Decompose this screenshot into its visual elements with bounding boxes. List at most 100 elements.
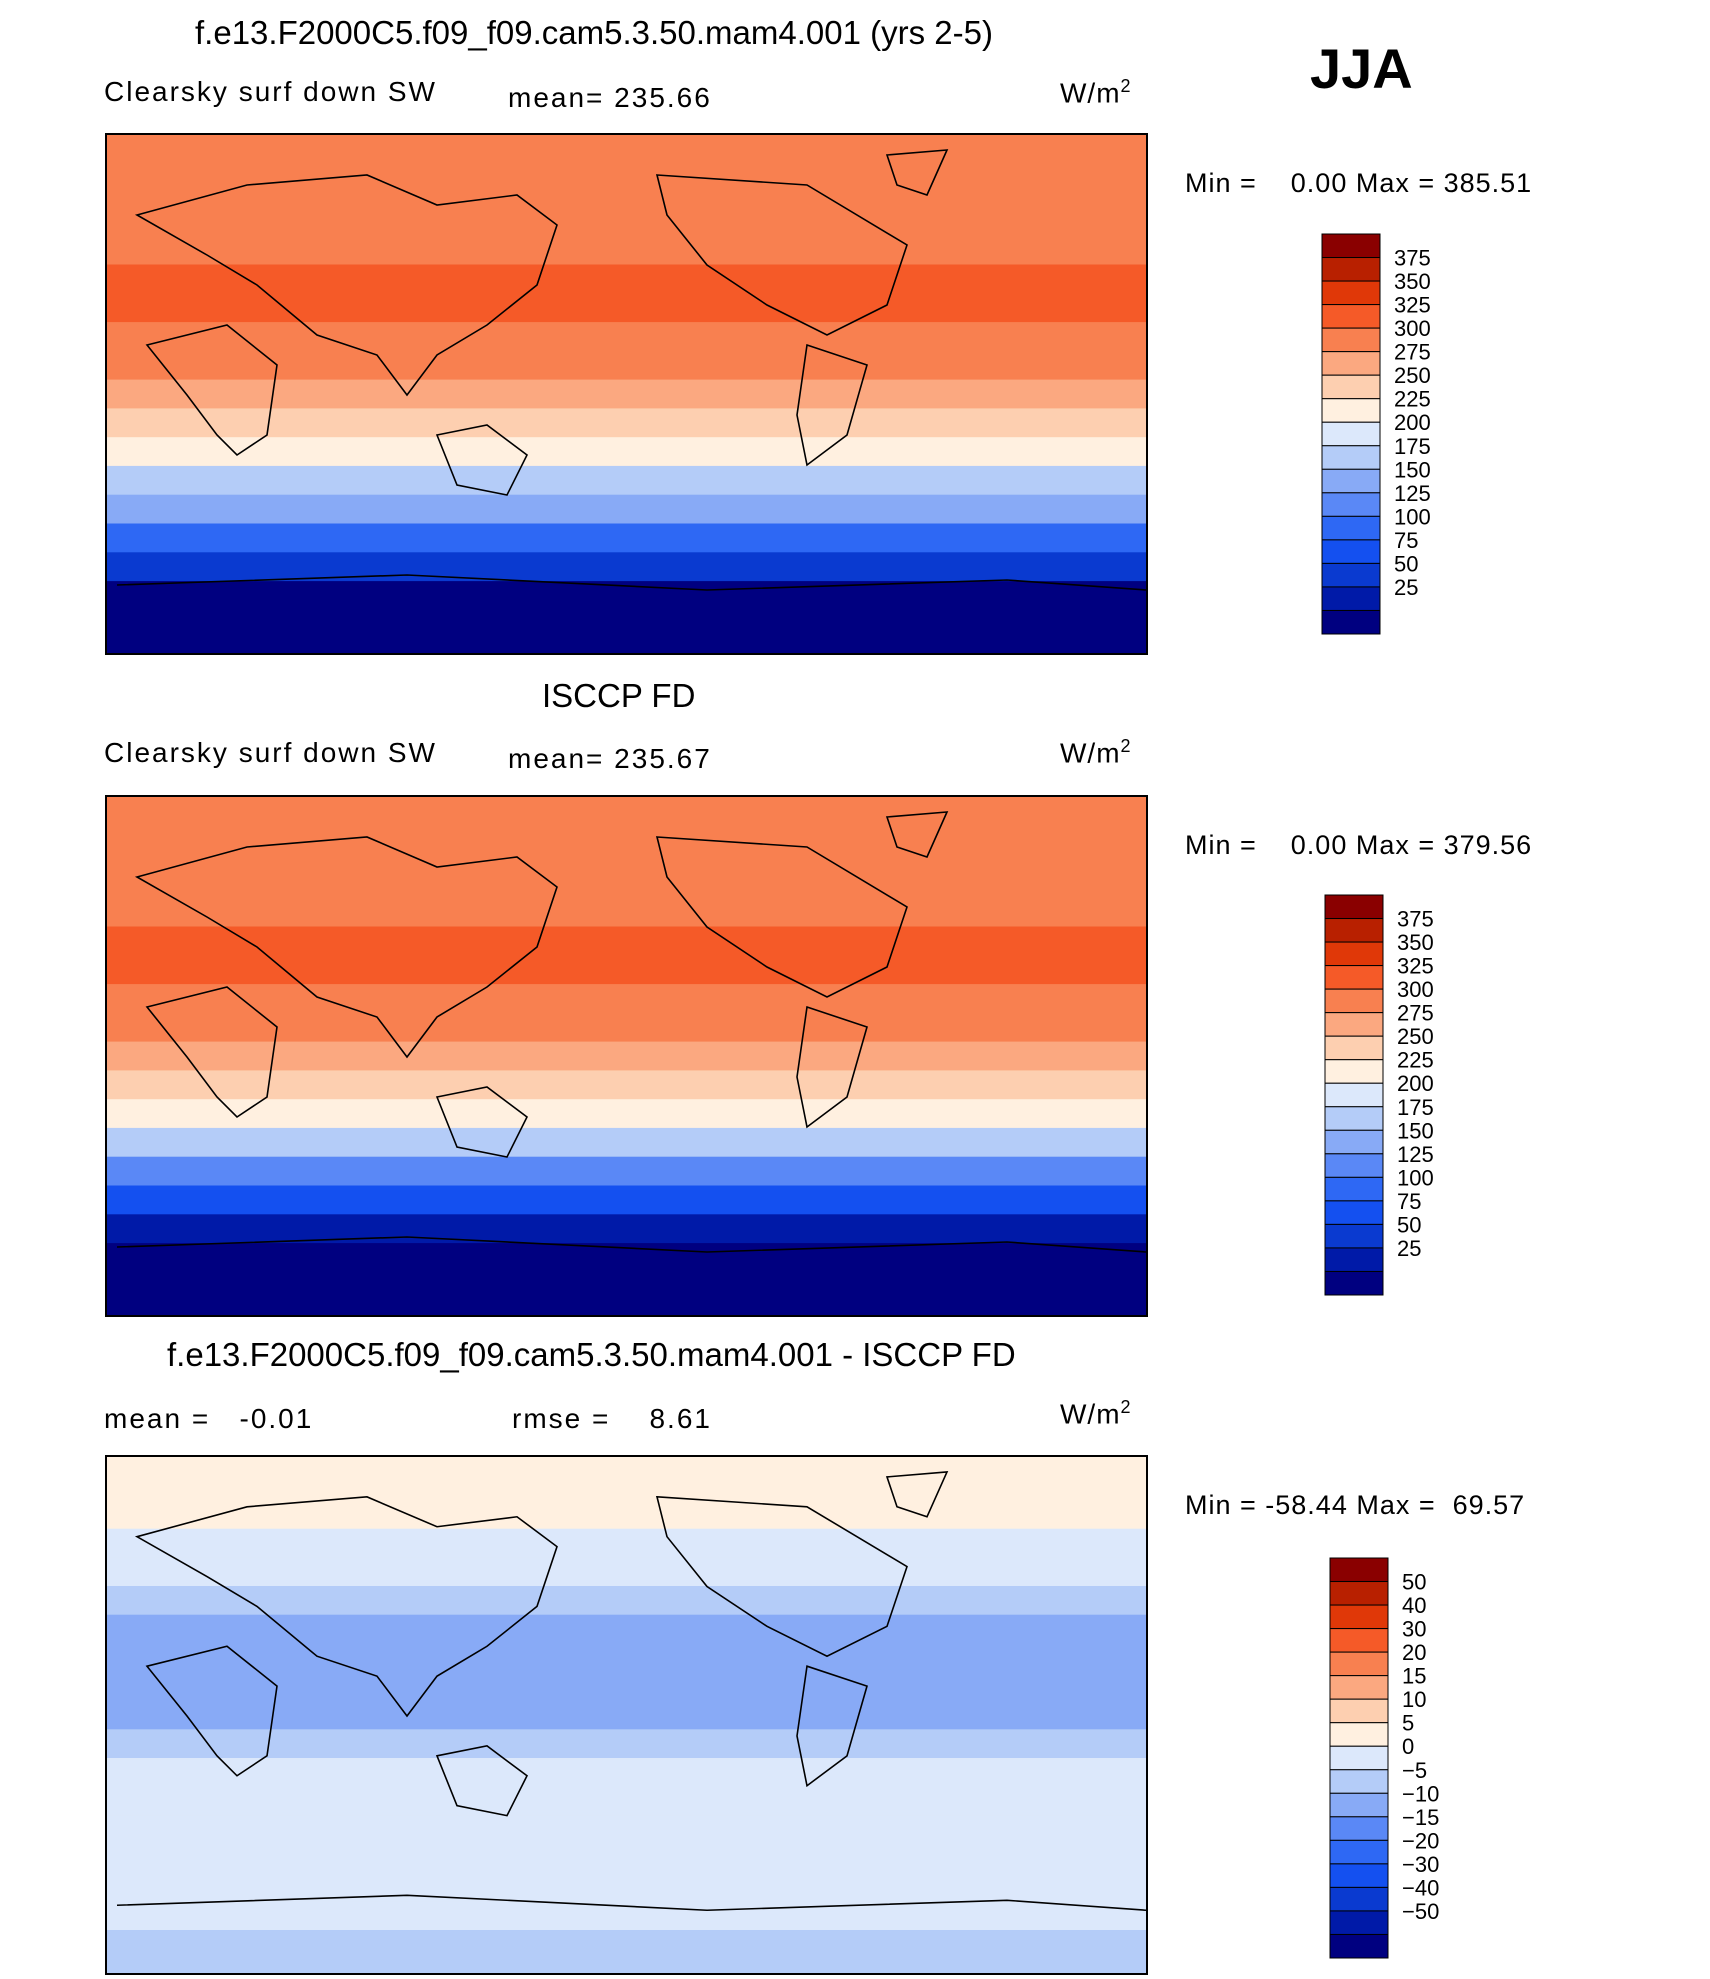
coastline [885,811,949,858]
map-band [107,1643,1146,1673]
colorbar-label: −50 [1402,1899,1439,1924]
coastline [145,1645,278,1777]
colorbar-label: 200 [1397,1071,1434,1096]
colorbar-swatch [1329,1698,1389,1724]
colorbar-label: 275 [1397,1001,1434,1026]
colorbar-label: 350 [1397,930,1434,955]
colorbar-swatch [1321,280,1381,306]
colorbar-label: 10 [1402,1687,1426,1712]
colorbar-label: 325 [1394,293,1431,318]
colorbar-swatch [1324,1176,1384,1202]
panel3-min-max: Min = -58.44 Max = 69.57 [1185,1490,1526,1520]
coastline [435,1086,529,1158]
coastline [796,343,868,467]
panel3-title: f.e13.F2000C5.f09_f09.cam5.3.50.mam4.001… [167,1336,1016,1373]
map-band [107,926,1146,956]
map-band [107,955,1146,985]
colorbar-swatch [1324,1035,1384,1061]
colorbar-swatch [1324,1012,1384,1037]
coastline [796,1005,868,1129]
coastline [655,1495,908,1658]
colorbar-label: 250 [1397,1024,1434,1049]
panel2-map [105,795,1148,1317]
colorbar-label: 275 [1394,340,1431,365]
colorbar-swatch [1324,1223,1384,1249]
colorbar-swatch [1329,1604,1389,1630]
colorbar-swatch [1329,1816,1389,1841]
colorbar-swatch [1329,1839,1389,1865]
panel2-colorbar: 3753503253002752502252001751501251007550… [1324,894,1434,1296]
colorbar-swatch [1321,257,1381,282]
colorbar-label: 75 [1394,528,1418,553]
colorbar-label: 25 [1397,1236,1421,1261]
map-band [107,1557,1146,1587]
colorbar-label: 125 [1394,481,1431,506]
colorbar-swatch [1321,468,1381,494]
colorbar-label: 50 [1402,1570,1426,1595]
map-band [107,1457,1146,1501]
coastline [116,1236,1147,1253]
map-band [107,350,1146,381]
colorbar-swatch [1321,327,1381,353]
map-band [107,523,1146,553]
colorbar-swatch [1329,1910,1389,1935]
panel1-title: f.e13.F2000C5.f09_f09.cam5.3.50.mam4.001… [195,14,993,51]
colorbar-label: 40 [1402,1593,1426,1618]
colorbar-swatch [1329,1722,1389,1747]
colorbar-swatch [1321,445,1381,470]
colorbar-swatch [1324,941,1384,967]
coastline [116,574,1147,591]
colorbar-label: 100 [1397,1165,1434,1190]
map-band [107,1271,1146,1302]
panel2-units: W/m2 [1060,736,1132,769]
colorbar-swatch [1329,1863,1389,1888]
coastline [655,836,908,998]
coastline [134,836,558,1059]
colorbar-swatch [1329,1886,1389,1912]
coastline [134,174,558,397]
colorbar-swatch [1321,609,1381,635]
map-band [107,868,1146,899]
map-band [107,638,1146,654]
colorbar-label: 50 [1397,1212,1421,1237]
map-band [107,1586,1146,1616]
colorbar-label: 350 [1394,269,1431,294]
map-band [107,408,1146,438]
panel1-variable-label: Clearsky surf down SW [104,76,437,107]
coastline [885,149,949,196]
panel2-mean-label: mean= 235.67 [508,743,712,774]
colorbar-swatch [1324,1247,1384,1272]
colorbar-swatch [1329,1675,1389,1700]
map-band [107,840,1146,870]
map-band [107,1786,1146,1816]
colorbar-label: 375 [1397,907,1434,932]
colorbar-label: 0 [1402,1734,1414,1759]
map-band [107,235,1146,266]
map-band [107,1758,1146,1788]
panel1-map [105,133,1148,655]
panel2-title: ISCCP FD [542,677,696,714]
panel3-mean-label: mean = -0.01 [104,1403,314,1434]
colorbar-swatch [1321,374,1381,400]
panel3-units: W/m2 [1060,1397,1132,1430]
colorbar-label: 225 [1394,387,1431,412]
colorbar-label: −40 [1402,1875,1439,1900]
panel1-min-max: Min = 0.00 Max = 385.51 [1185,168,1533,198]
colorbar-label: 325 [1397,954,1434,979]
colorbar-swatch [1324,1270,1384,1296]
colorbar-label: 25 [1394,575,1418,600]
map-band [107,1214,1146,1244]
panel3-rmse-label: rmse = 8.61 [512,1403,712,1434]
colorbar-label: 50 [1394,551,1418,576]
map-band [107,1528,1146,1558]
colorbar-label: 175 [1397,1095,1434,1120]
colorbar-swatch [1321,562,1381,588]
map-band [107,1127,1146,1158]
map-band [107,1012,1146,1043]
colorbar-label: 20 [1402,1640,1426,1665]
colorbar-swatch [1324,1082,1384,1108]
map-band [107,1099,1146,1129]
map-band [107,1500,1146,1530]
panel3-map [105,1455,1148,1975]
